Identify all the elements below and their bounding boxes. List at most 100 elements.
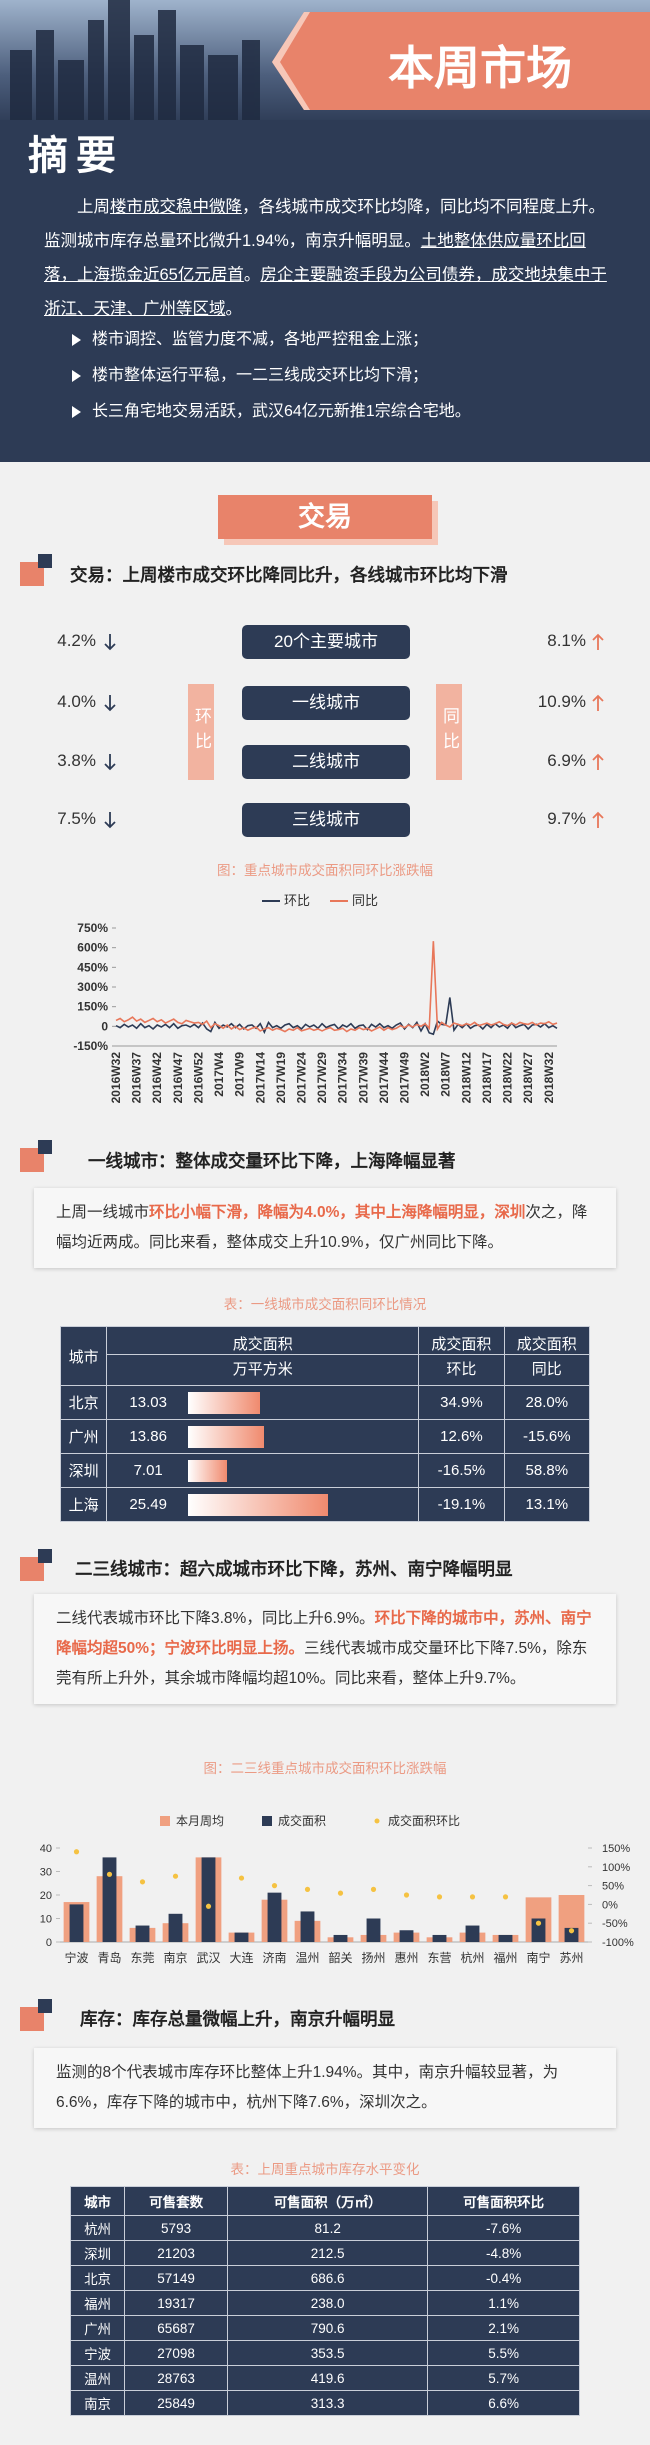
- city-label: 一线城市: [242, 686, 410, 720]
- table-row: 深圳 7.01 -16.5% 58.8%: [59, 1453, 591, 1488]
- x-tick-label: 武汉: [196, 1951, 220, 1965]
- table-cell: 65687: [124, 2315, 229, 2341]
- bar: [135, 1925, 150, 1942]
- bar: [498, 1934, 513, 1942]
- table-cell: 13.86: [106, 1419, 420, 1454]
- bar: [366, 1918, 381, 1942]
- section-heading: 一线城市：整体成交量环比下降，上海降幅显著: [88, 1151, 456, 1171]
- bullet-text: 楼市调控、监管力度不减，各地严控租金上涨；: [92, 331, 429, 348]
- bar-chart: 本月周均 成交面积 成交面积环比 0 10 20 30 40 -100% -50% 0% 50% 100…: [40, 1813, 634, 1965]
- y-tick-label: 10: [40, 1914, 52, 1926]
- y2-tick-label: -50%: [602, 1918, 628, 1930]
- column-header: 可售面积（万㎡）: [227, 2186, 429, 2216]
- bar: [300, 1911, 315, 1942]
- x-tick-label: 南宁: [526, 1950, 550, 1965]
- table-row: 南京 25849 313.3 6.6%: [69, 2390, 580, 2416]
- heading-icon: [38, 1140, 52, 1154]
- table-cell: -4.8%: [427, 2240, 580, 2266]
- column-unit: 同比: [504, 1354, 589, 1379]
- legend-label: 环比: [284, 893, 310, 908]
- x-tick-label: 东营: [427, 1951, 451, 1965]
- dot: [502, 1894, 509, 1900]
- x-tick-label: 宁波: [64, 1950, 88, 1965]
- x-tick-label: 2017W34: [336, 1052, 350, 1104]
- cell-value: 7.01: [133, 1462, 163, 1479]
- table-cell: 81.2: [227, 2215, 429, 2241]
- bar-cell: 13.86: [108, 1421, 417, 1452]
- mom-value: 3.8%: [57, 751, 96, 770]
- table-cell: 广州: [69, 2315, 126, 2341]
- table-cell: 温州: [69, 2365, 126, 2391]
- table-cell: 上海: [59, 1487, 108, 1522]
- up-arrow: [592, 811, 604, 828]
- y-tick-label: 450%: [77, 960, 108, 974]
- table-row: 上海 25.49 -19.1% 13.1%: [59, 1487, 591, 1522]
- down-arrow: [104, 812, 116, 829]
- table-cell: 5.5%: [427, 2340, 580, 2366]
- y-tick-label: 150%: [77, 1000, 108, 1014]
- table-cell: -0.4%: [427, 2265, 580, 2291]
- text-run: 楼市成交稳中微降: [110, 198, 242, 216]
- dot: [205, 1903, 212, 1909]
- dot: [370, 1886, 377, 1892]
- column-header: 城市: [69, 2186, 126, 2216]
- summary-panel: [0, 120, 650, 462]
- dot: [469, 1894, 476, 1900]
- bar-cell: 13.03: [108, 1387, 417, 1418]
- mom-value: 7.5%: [57, 809, 96, 828]
- dot: [139, 1879, 146, 1885]
- column-header: 可售面积环比: [427, 2186, 580, 2216]
- table-cell: 57149: [124, 2265, 229, 2291]
- y-tick-label: 0: [101, 1019, 108, 1033]
- legend-label: 本月周均: [176, 1814, 224, 1828]
- legend-label: 同比: [352, 893, 378, 908]
- text-box: 上周一线城市环比小幅下滑，降幅为4.0%，其中上海降幅明显，深圳次之，降幅均近两…: [34, 1188, 616, 1268]
- bullet-text: 楼市整体运行平稳，一二三线成交环比均下滑；: [92, 367, 429, 384]
- table-cell: -15.6%: [503, 1419, 591, 1454]
- yoy-value: 6.9%: [547, 751, 586, 770]
- text-run: 土地整体供应量环比回落，上海揽金近65亿元居首: [44, 232, 586, 284]
- table-wrap: 城市 成交面积 万平方米 成交面积 环比 成交面积 同比 北京 13.03 34.9% 28.0% 广…: [59, 1326, 591, 1522]
- y2-tick-label: 100%: [602, 1862, 630, 1874]
- table-row: 宁波 27098 353.5 5.5%: [69, 2340, 580, 2366]
- legend-swatch: [374, 1818, 380, 1824]
- table-cell: 杭州: [69, 2215, 126, 2241]
- y2-tick-label: 150%: [602, 1843, 630, 1855]
- y-tick-label: 30: [40, 1867, 52, 1879]
- table-cell: 13.1%: [503, 1487, 591, 1522]
- column-header: 城市: [59, 1326, 108, 1386]
- header-row: 城市 可售套数 可售面积（万㎡） 可售面积环比: [69, 2186, 580, 2216]
- mom-value: 4.2%: [57, 631, 96, 650]
- text-run: 环比下降的城市中，苏州、南宁降幅均超50%；宁波环比明显上扬。: [56, 1610, 592, 1657]
- dot: [271, 1883, 278, 1889]
- table-cell: 1.1%: [427, 2290, 580, 2316]
- text-run: 上周一线城市: [56, 1204, 150, 1221]
- city-label: 三线城市: [242, 803, 410, 837]
- dot: [238, 1875, 245, 1881]
- bar: [69, 1904, 84, 1942]
- column-title: 城市: [84, 2195, 112, 2210]
- text-run: 监测的8个代表城市库存环比整体上升1.94%。其中，南京升幅较显著，为6.6%，…: [56, 2064, 559, 2111]
- down-arrow: [104, 754, 116, 771]
- x-tick-label: 2017W19: [274, 1052, 288, 1104]
- table-cell: 北京: [59, 1385, 108, 1420]
- dot: [436, 1894, 443, 1900]
- x-tick-label: 2017W24: [294, 1052, 308, 1104]
- up-arrow: [592, 633, 604, 650]
- header-banner: [0, 0, 650, 125]
- cell-value: 13.86: [129, 1428, 167, 1445]
- bar: [102, 1857, 117, 1942]
- y2-tick-label: 50%: [602, 1881, 624, 1893]
- bar: [201, 1857, 216, 1942]
- text-box: 监测的8个代表城市库存环比整体上升1.94%。其中，南京升幅较显著，为6.6%，…: [34, 2048, 616, 2128]
- x-tick-label: 温州: [295, 1951, 319, 1965]
- arrow-shape: [104, 695, 116, 712]
- up-arrow: [592, 753, 604, 770]
- table-cell: 5.7%: [427, 2365, 580, 2391]
- x-tick-label: 2017W29: [315, 1052, 329, 1104]
- y-tick-label: -150%: [73, 1039, 108, 1053]
- x-tick-label: 2016W32: [109, 1052, 123, 1104]
- column-unit: 万平方米: [107, 1354, 419, 1379]
- bullet-item: 长三角宅地交易活跃，武汉64亿元新推1宗综合宅地。: [70, 394, 630, 430]
